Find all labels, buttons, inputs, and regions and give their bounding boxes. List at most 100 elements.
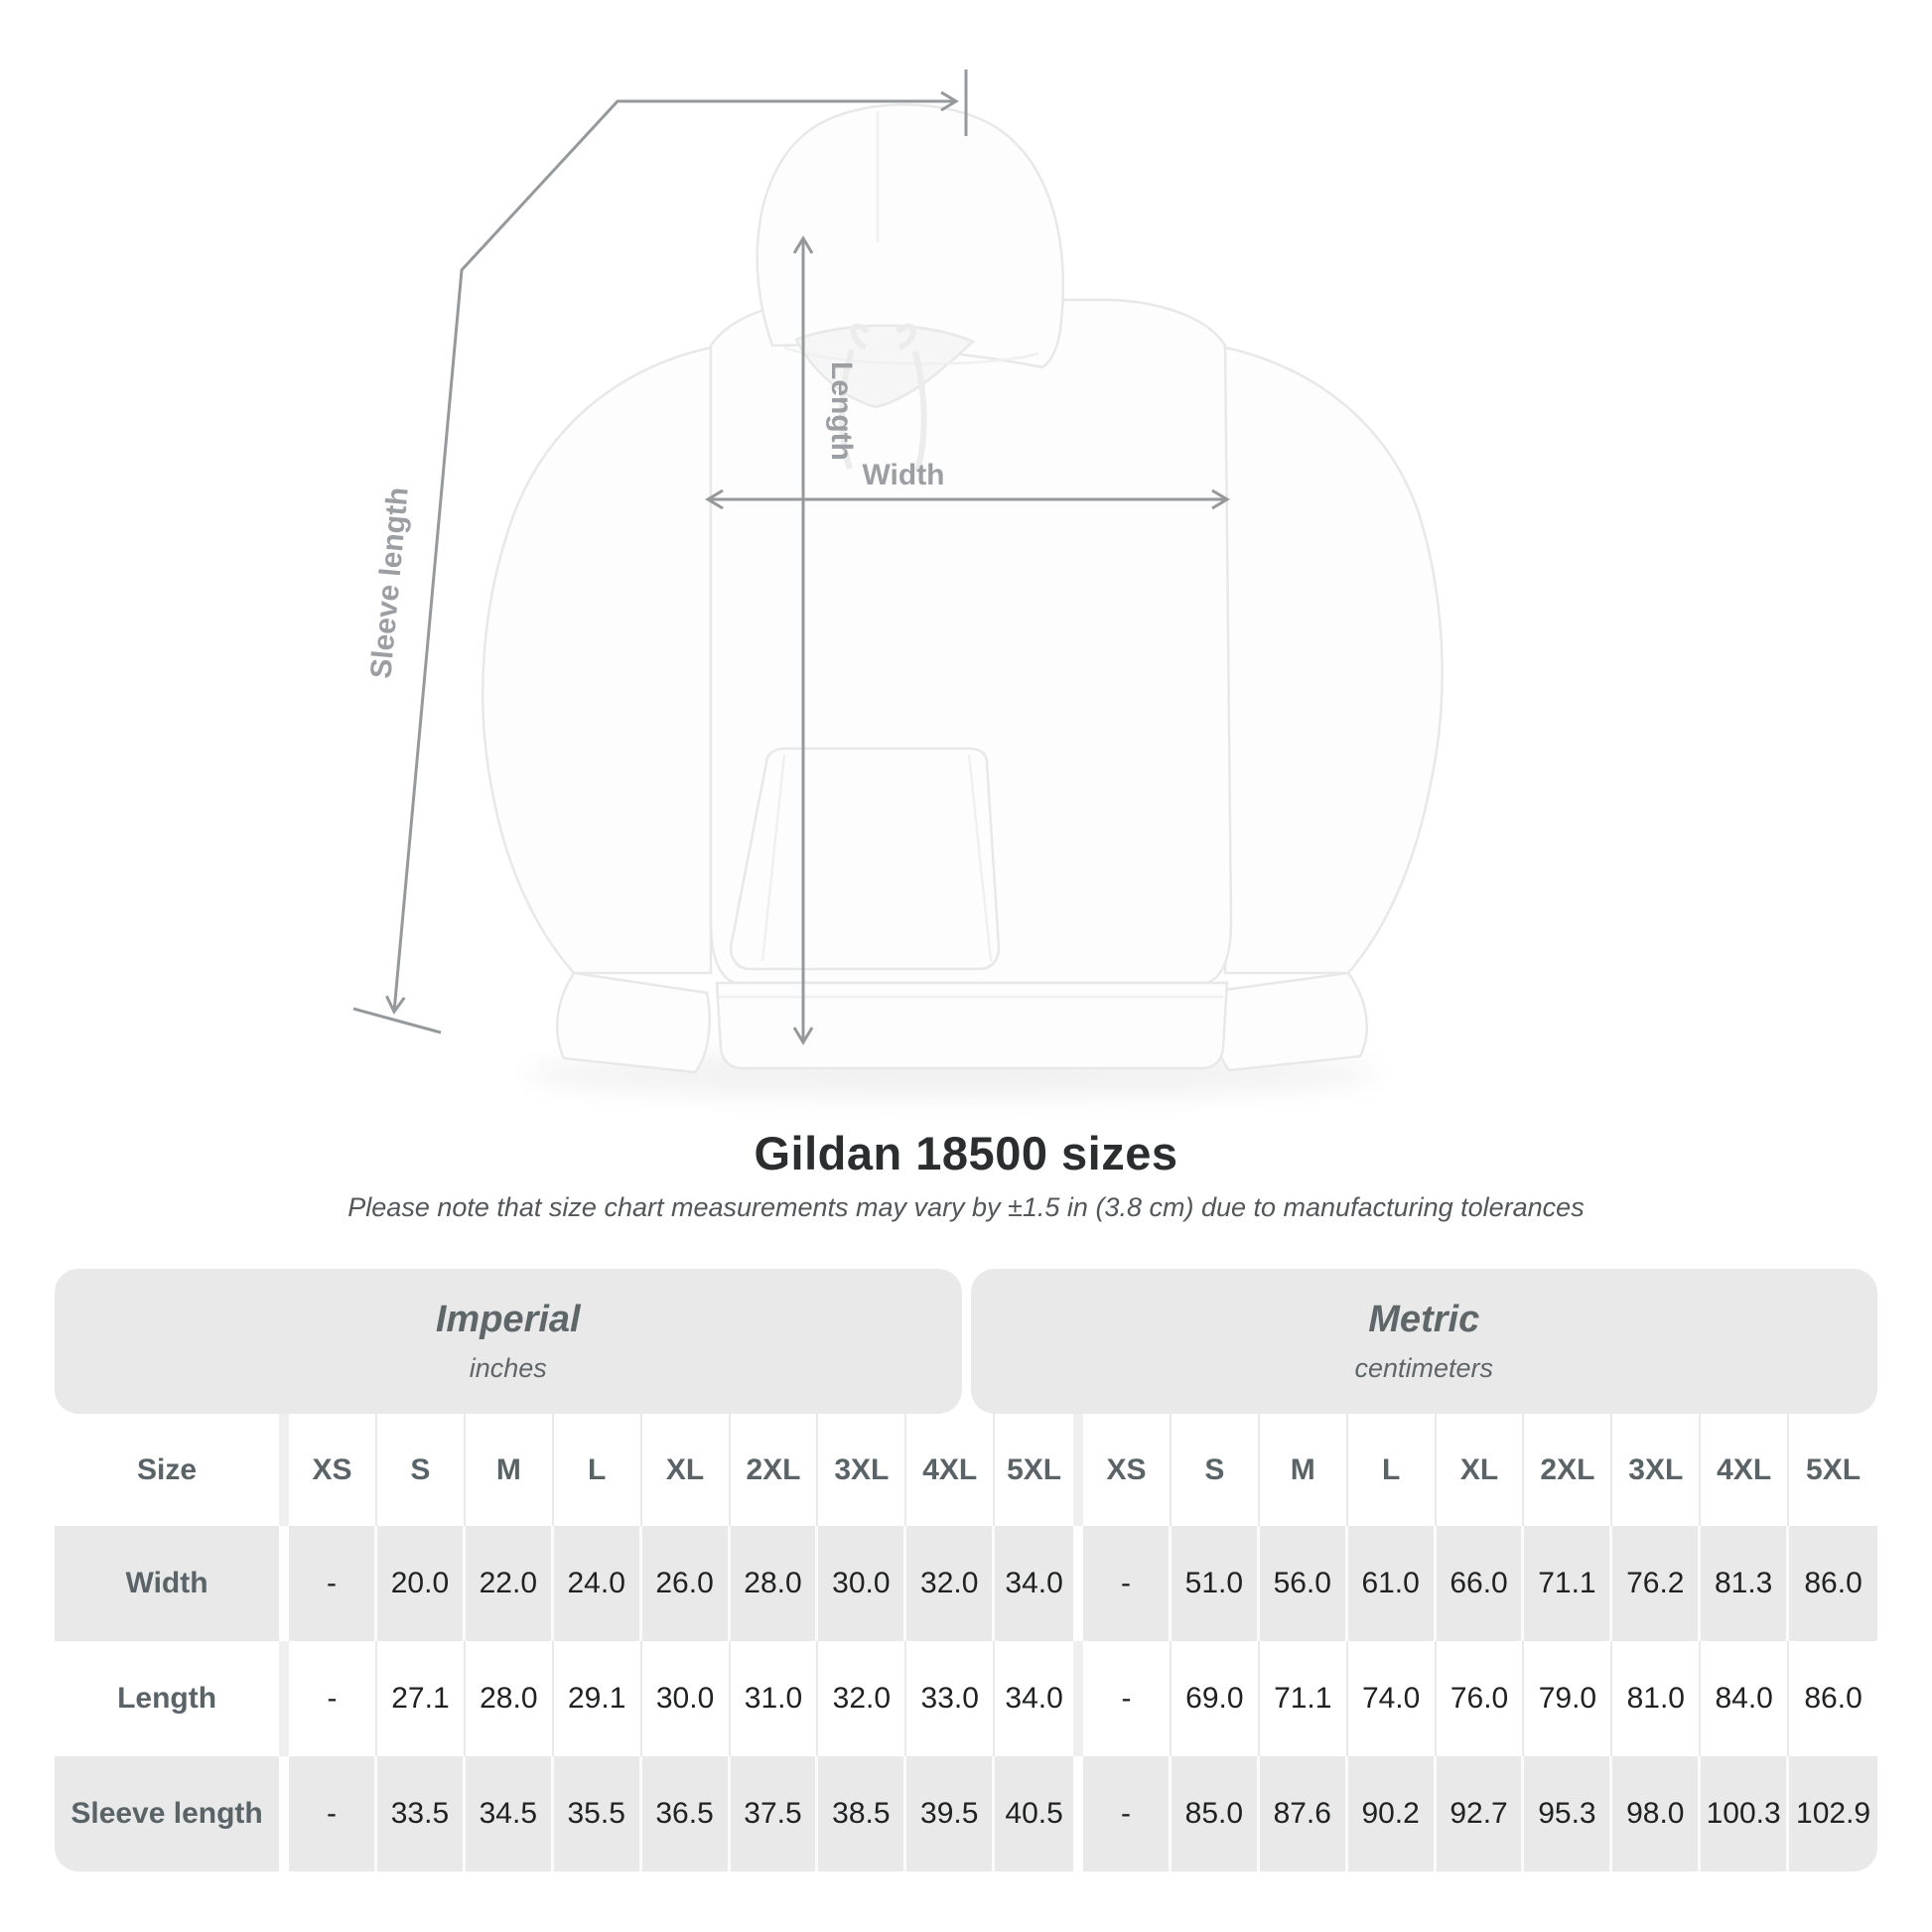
row-label: Sleeve length — [55, 1756, 290, 1871]
value-cell: - — [289, 1641, 377, 1756]
value-cell: 27.1 — [377, 1641, 466, 1756]
value-cell: 39.5 — [906, 1756, 996, 1871]
cuff-tick — [352, 1007, 442, 1035]
row-label: Length — [55, 1641, 290, 1756]
value-cell: 71.1 — [1524, 1526, 1613, 1641]
sleeve-length-label: Sleeve length — [364, 485, 414, 680]
value-cell: 69.0 — [1172, 1641, 1260, 1756]
sleeve-length-row: Sleeve length -33.5 34.5 35.5 36.5 37.5 38.5 39… — [55, 1756, 1877, 1871]
hoodie-photo — [481, 103, 1444, 1098]
length-label: Length — [825, 361, 858, 461]
value-cell: 71.1 — [1260, 1641, 1348, 1756]
size-header-metric-2xl: 2XL — [1524, 1414, 1613, 1526]
width-label: Width — [862, 459, 944, 491]
right-cuff — [1213, 971, 1368, 1072]
value-cell: 32.0 — [906, 1526, 996, 1641]
size-column-header: Size — [55, 1414, 290, 1526]
value-cell: - — [289, 1756, 377, 1871]
right-sleeve — [1223, 345, 1444, 975]
value-cell: 74.0 — [1348, 1641, 1437, 1756]
value-cell: 34.0 — [995, 1641, 1084, 1756]
metric-band-unit: centimeters — [1354, 1353, 1494, 1383]
size-header-metric-5xl: 5XL — [1806, 1452, 1862, 1486]
value-cell: 81.3 — [1701, 1526, 1790, 1641]
value-cell: 98.0 — [1612, 1756, 1702, 1871]
width-row: Width -20.0 22.0 24.0 26.0 28.0 30.0 32.0 34.0-5… — [55, 1526, 1877, 1641]
metric-band: Metric centimeters — [970, 1269, 1877, 1414]
value-cell: 84.0 — [1701, 1641, 1790, 1756]
unit-band-row: Imperial inches Metric centimeters — [55, 1269, 1877, 1414]
value-cell: 81.0 — [1612, 1641, 1702, 1756]
size-header-metric-xl: XL — [1437, 1414, 1525, 1526]
kangaroo-pocket — [729, 747, 1001, 971]
value-cell: 61.0 — [1348, 1526, 1437, 1641]
value-cell: 86.0 — [1804, 1567, 1863, 1599]
size-header-metric-4xl: 4XL — [1701, 1414, 1790, 1526]
value-cell: 86.0 — [1804, 1682, 1863, 1715]
value-cell: 28.0 — [731, 1526, 819, 1641]
value-cell: 66.0 — [1437, 1526, 1525, 1641]
value-cell: - — [1083, 1641, 1172, 1756]
row-label: Width — [55, 1526, 290, 1641]
size-header-imperial-4xl: 4XL — [906, 1414, 996, 1526]
imperial-band-title: Imperial — [435, 1299, 581, 1340]
length-row: Length -27.1 28.0 29.1 30.0 31.0 32.0 33.0 34.0-… — [55, 1641, 1877, 1756]
size-header-imperial-s: S — [377, 1414, 466, 1526]
value-cell: 87.6 — [1260, 1756, 1348, 1871]
imperial-band: Imperial inches — [55, 1269, 962, 1414]
value-cell: 24.0 — [554, 1526, 642, 1641]
size-chart-table: Imperial inches Metric centimeters Size X… — [55, 1269, 1877, 1871]
value-cell: 38.5 — [818, 1756, 907, 1871]
size-header-imperial-xl: XL — [642, 1414, 731, 1526]
value-cell: 20.0 — [377, 1526, 466, 1641]
value-cell: 92.7 — [1437, 1756, 1525, 1871]
value-cell: 56.0 — [1260, 1526, 1348, 1641]
value-cell: 37.5 — [731, 1756, 819, 1871]
value-cell: 33.5 — [377, 1756, 466, 1871]
size-header-imperial-5xl: 5XL — [995, 1414, 1084, 1526]
value-cell: 32.0 — [818, 1641, 907, 1756]
value-cell: 76.0 — [1437, 1641, 1525, 1756]
value-cell: 85.0 — [1172, 1756, 1260, 1871]
value-cell: 95.3 — [1524, 1756, 1613, 1871]
size-header-metric-l: L — [1348, 1414, 1437, 1526]
value-cell: 34.0 — [995, 1526, 1084, 1641]
value-cell: 79.0 — [1524, 1641, 1613, 1756]
value-cell: 34.5 — [466, 1756, 554, 1871]
left-sleeve — [481, 345, 713, 975]
value-cell: - — [1083, 1756, 1172, 1871]
size-header-imperial-m: M — [466, 1414, 554, 1526]
value-cell: 29.1 — [554, 1641, 642, 1756]
size-header-row: Size XS S M L XL 2XL 3XL 4XL 5XL XS S M L XL 2XL 3XL 4XL 5… — [55, 1414, 1877, 1526]
value-cell: 30.0 — [818, 1526, 907, 1641]
size-header-imperial-xs: XS — [289, 1414, 377, 1526]
value-cell: 28.0 — [466, 1641, 554, 1756]
size-header-imperial-l: L — [554, 1414, 642, 1526]
metric-band-title: Metric — [1368, 1299, 1480, 1340]
sleeve-length-arrow — [385, 90, 959, 1015]
value-cell: 102.9 — [1796, 1797, 1871, 1830]
page-title: Gildan 18500 sizes — [754, 1127, 1178, 1179]
value-cell: - — [1083, 1526, 1172, 1641]
value-cell: 35.5 — [554, 1756, 642, 1871]
size-header-metric-xs: XS — [1083, 1414, 1172, 1526]
value-cell: - — [289, 1526, 377, 1641]
value-cell: 30.0 — [642, 1641, 731, 1756]
tolerance-note: Please note that size chart measurements… — [347, 1192, 1585, 1222]
size-header-metric-s: S — [1172, 1414, 1260, 1526]
left-cuff — [555, 971, 711, 1074]
size-header-imperial-2xl: 2XL — [731, 1414, 819, 1526]
size-header-metric-3xl: 3XL — [1612, 1414, 1702, 1526]
value-cell: 76.2 — [1612, 1526, 1702, 1641]
value-cell: 100.3 — [1701, 1756, 1790, 1871]
measurement-annotations — [352, 69, 1230, 1045]
imperial-band-unit: inches — [469, 1353, 547, 1383]
value-cell: 26.0 — [642, 1526, 731, 1641]
value-cell: 31.0 — [731, 1641, 819, 1756]
value-cell: 22.0 — [466, 1526, 554, 1641]
value-cell: 36.5 — [642, 1756, 731, 1871]
hoodie-measurement-diagram: Length Width Sleeve length — [352, 69, 1444, 1098]
value-cell: 33.0 — [906, 1641, 996, 1756]
value-cell: 90.2 — [1348, 1756, 1437, 1871]
